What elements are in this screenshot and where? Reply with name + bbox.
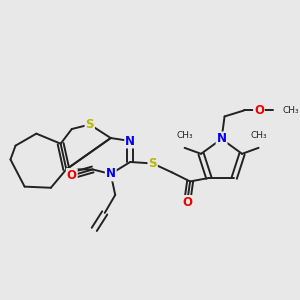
Text: N: N <box>217 132 226 146</box>
Text: N: N <box>106 167 116 181</box>
Text: CH₃: CH₃ <box>250 131 267 140</box>
Text: O: O <box>182 196 192 209</box>
Text: O: O <box>254 104 264 117</box>
Text: S: S <box>85 118 94 131</box>
Text: N: N <box>125 134 135 148</box>
Text: O: O <box>67 169 77 182</box>
Text: S: S <box>148 157 157 170</box>
Text: CH₃: CH₃ <box>176 131 193 140</box>
Text: CH₃: CH₃ <box>282 106 299 115</box>
